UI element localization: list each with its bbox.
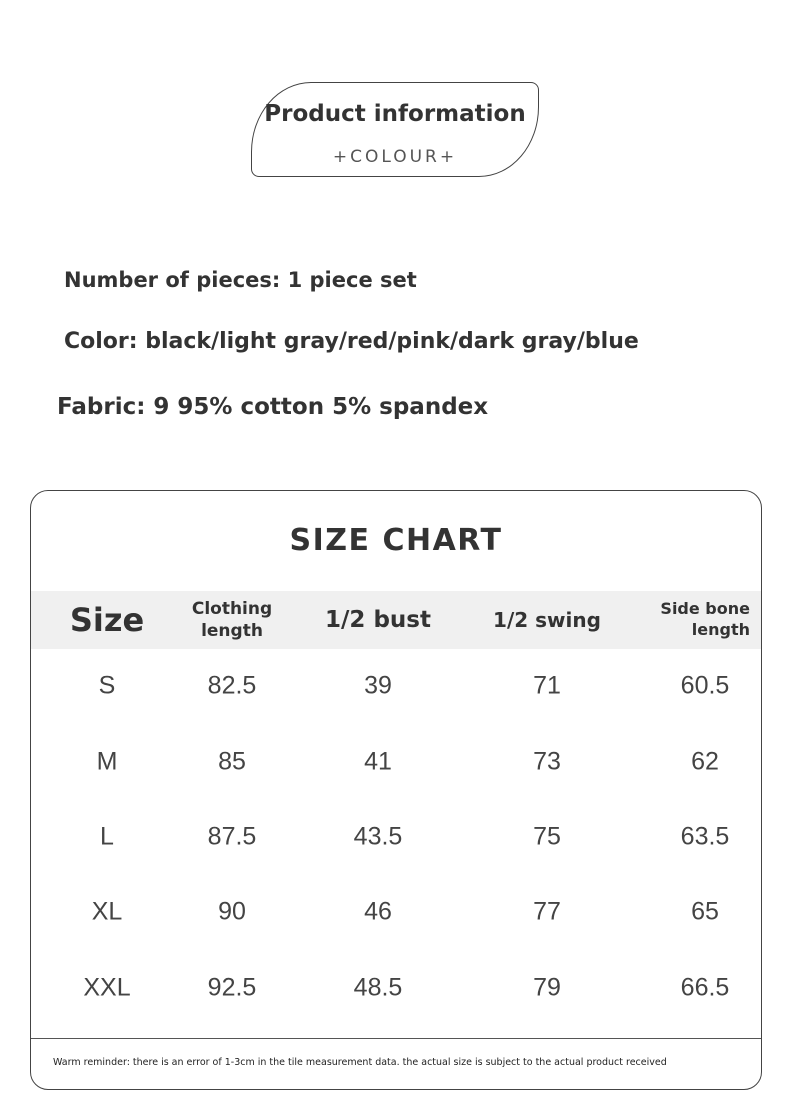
- table-cell: 46: [364, 897, 392, 926]
- divider: [31, 1038, 761, 1039]
- size-chart: SIZE CHART Size Clothing length 1/2 bust 1/…: [30, 490, 762, 1090]
- column-header: Side bone length: [660, 599, 750, 639]
- size-label: XXL: [83, 973, 131, 1002]
- table-cell: 71: [533, 671, 561, 700]
- table-cell: 79: [533, 973, 561, 1002]
- size-label: XL: [91, 897, 123, 926]
- info-fabric: Fabric: 9 95% cotton 5% spandex: [57, 394, 489, 420]
- table-cell: 41: [364, 747, 392, 776]
- column-header: Size: [69, 601, 145, 639]
- product-information-badge: Product information +COLOUR+: [251, 82, 539, 177]
- warm-reminder-note: Warm reminder: there is an error of 1-3c…: [53, 1057, 667, 1068]
- column-header: 1/2 swing: [493, 608, 601, 632]
- table-cell: 82.5: [207, 671, 257, 700]
- table-cell: 48.5: [353, 973, 403, 1002]
- table-cell: 73: [533, 747, 561, 776]
- table-cell: 62: [691, 747, 719, 776]
- table-cell: 63.5: [680, 822, 730, 851]
- table-cell: 39: [364, 671, 392, 700]
- size-label: S: [98, 671, 116, 700]
- size-label: L: [100, 822, 114, 851]
- table-cell: 66.5: [680, 973, 730, 1002]
- table-cell: 90: [218, 897, 246, 926]
- column-header: 1/2 bust: [325, 607, 431, 633]
- info-color: Color: black/light gray/red/pink/dark gr…: [64, 329, 639, 354]
- size-label: M: [96, 747, 118, 776]
- table-cell: 65: [691, 897, 719, 926]
- info-pieces: Number of pieces: 1 piece set: [64, 268, 417, 292]
- badge-subtitle: +COLOUR+: [332, 147, 458, 167]
- size-chart-title: SIZE CHART: [289, 523, 503, 558]
- table-cell: 43.5: [353, 822, 403, 851]
- badge-title: Product information: [264, 101, 526, 127]
- table-cell: 87.5: [207, 822, 257, 851]
- table-cell: 60.5: [680, 671, 730, 700]
- table-cell: 92.5: [207, 973, 257, 1002]
- table-cell: 77: [533, 897, 561, 926]
- size-chart-header: [31, 591, 761, 649]
- table-cell: 85: [218, 747, 246, 776]
- column-header: Clothing length: [191, 598, 273, 641]
- table-cell: 75: [533, 822, 561, 851]
